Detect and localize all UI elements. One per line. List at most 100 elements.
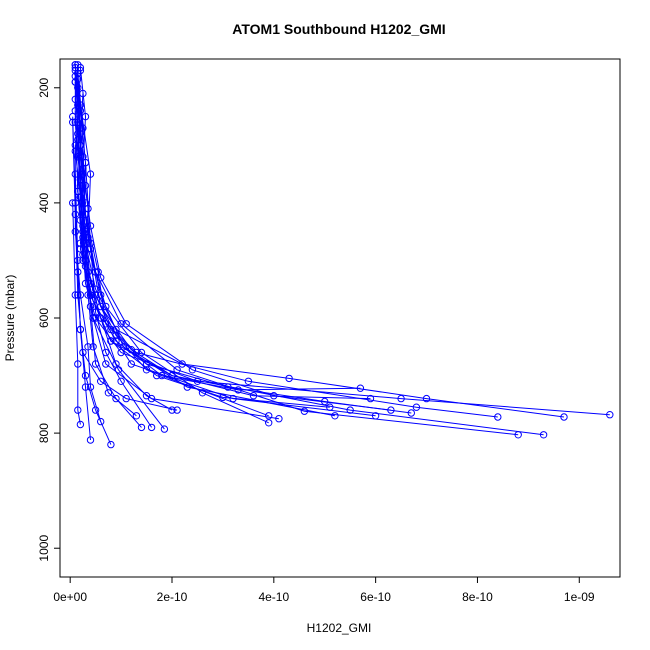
data-point xyxy=(188,366,197,374)
data-point xyxy=(371,412,380,420)
x-tick-label: 1e-09 xyxy=(564,590,595,604)
x-tick-label: 2e-10 xyxy=(157,590,188,604)
series-line xyxy=(85,162,153,428)
data-point xyxy=(494,413,502,421)
series-profile xyxy=(76,63,395,414)
data-point xyxy=(94,268,102,276)
data-point xyxy=(81,383,90,391)
data-point xyxy=(97,417,105,426)
y-axis: 200 400 600 800 1000 xyxy=(37,77,60,562)
series-line xyxy=(79,67,391,411)
data-point xyxy=(69,112,77,121)
data-point xyxy=(122,320,130,328)
data-point xyxy=(76,141,85,150)
x-axis-label: H1202_GMI xyxy=(307,621,372,635)
data-point xyxy=(91,285,100,293)
data-point xyxy=(79,348,87,357)
data-point xyxy=(81,371,90,380)
series-line xyxy=(79,156,142,428)
data-point xyxy=(183,383,192,391)
series-line xyxy=(72,122,178,411)
data-point xyxy=(81,256,90,265)
data-point xyxy=(300,407,309,415)
data-point xyxy=(71,291,80,299)
data-point xyxy=(112,394,120,403)
data-point xyxy=(84,343,92,351)
data-point xyxy=(137,423,146,432)
data-point xyxy=(178,360,186,368)
y-tick-label: 600 xyxy=(37,308,51,328)
data-point xyxy=(86,383,95,391)
data-point xyxy=(81,158,90,167)
data-point xyxy=(86,436,95,444)
data-point xyxy=(76,176,85,184)
data-point xyxy=(265,419,273,427)
data-point xyxy=(74,291,82,299)
data-point xyxy=(79,256,87,265)
data-point xyxy=(86,239,95,247)
series-line xyxy=(74,81,173,411)
x-tick-label: 0e+00 xyxy=(53,590,87,604)
data-point xyxy=(74,69,82,78)
data-point xyxy=(234,386,242,394)
data-point xyxy=(107,337,115,345)
data-point xyxy=(539,431,548,439)
data-point xyxy=(107,440,115,449)
series-line xyxy=(74,67,544,436)
data-point xyxy=(89,343,97,351)
data-point xyxy=(76,101,85,109)
data-point xyxy=(86,302,95,311)
data-point xyxy=(514,431,522,439)
series-line xyxy=(77,87,519,436)
y-tick-label: 200 xyxy=(37,77,51,97)
data-point xyxy=(331,412,339,420)
series-profile xyxy=(74,69,380,420)
x-tick-label: 4e-10 xyxy=(258,590,289,604)
data-point xyxy=(91,308,100,316)
series-profile xyxy=(74,66,502,421)
data-point xyxy=(69,118,77,126)
series-profile xyxy=(74,84,522,439)
series-line xyxy=(77,70,498,418)
series-line xyxy=(72,202,81,425)
series-profile xyxy=(69,199,85,429)
data-point xyxy=(560,413,568,421)
data-point xyxy=(173,366,181,374)
data-point xyxy=(74,406,82,414)
series-line xyxy=(79,93,279,420)
data-point xyxy=(606,411,614,419)
series-layer xyxy=(69,61,614,449)
series-line xyxy=(77,73,412,414)
y-tick-label: 800 xyxy=(37,423,51,443)
data-point xyxy=(76,291,85,299)
data-point xyxy=(71,78,80,86)
data-point xyxy=(71,210,80,219)
y-tick-label: 400 xyxy=(37,193,51,213)
x-tick-label: 6e-10 xyxy=(360,590,391,604)
data-point xyxy=(91,406,100,414)
data-point xyxy=(275,415,283,423)
data-point xyxy=(397,394,405,403)
y-tick-label: 1000 xyxy=(37,535,51,562)
data-point xyxy=(122,394,130,403)
x-axis: 0e+00 2e-10 4e-10 6e-10 8e-10 1e-09 xyxy=(53,577,595,604)
data-point xyxy=(147,423,156,432)
data-point xyxy=(117,377,125,385)
data-point xyxy=(249,392,258,400)
data-point xyxy=(346,406,354,414)
data-point xyxy=(265,412,273,420)
data-point xyxy=(76,420,85,429)
data-point xyxy=(387,406,395,414)
data-point xyxy=(76,153,85,161)
plot-frame xyxy=(59,58,621,578)
data-point xyxy=(104,389,113,397)
series-profile xyxy=(71,63,548,439)
data-point xyxy=(112,337,120,345)
data-point xyxy=(86,291,95,299)
data-point xyxy=(412,403,421,411)
data-point xyxy=(168,406,176,414)
series-profile xyxy=(76,101,339,420)
data-point xyxy=(102,302,110,311)
data-point xyxy=(69,199,77,207)
